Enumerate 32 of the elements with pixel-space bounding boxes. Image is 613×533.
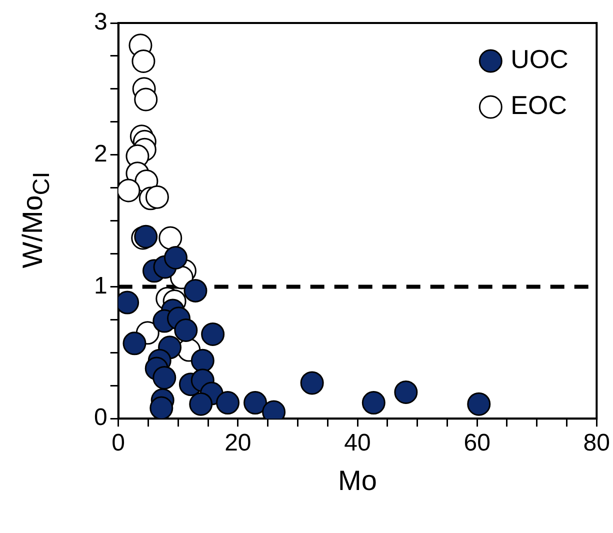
point — [216, 391, 240, 415]
legend-label: EOC — [510, 90, 567, 120]
y-tick-label: 2 — [94, 140, 108, 168]
point — [132, 49, 156, 73]
point — [174, 318, 198, 342]
point — [164, 246, 188, 270]
legend-label: UOC — [510, 44, 568, 74]
point — [145, 185, 169, 209]
point — [362, 391, 386, 415]
x-tick-label: 20 — [224, 430, 252, 457]
point — [244, 391, 268, 415]
x-axis-title: Mo — [338, 464, 377, 496]
point — [189, 392, 213, 416]
x-tick-label: 40 — [344, 430, 371, 457]
point — [300, 371, 324, 395]
y-tick-label: 1 — [94, 272, 108, 300]
point — [158, 226, 182, 250]
point — [394, 380, 418, 404]
y-tick-label: 3 — [94, 8, 108, 36]
point — [150, 396, 174, 419]
point — [201, 322, 225, 346]
point — [134, 88, 158, 112]
point — [467, 392, 491, 416]
point — [190, 348, 214, 372]
y-tick-label: 0 — [94, 404, 108, 432]
x-tick-label: 0 — [112, 430, 126, 457]
point — [152, 366, 176, 390]
x-tick-label: 80 — [583, 430, 610, 457]
point — [122, 332, 146, 356]
point — [118, 178, 140, 202]
x-tick-label: 60 — [464, 430, 490, 457]
point — [184, 278, 208, 302]
